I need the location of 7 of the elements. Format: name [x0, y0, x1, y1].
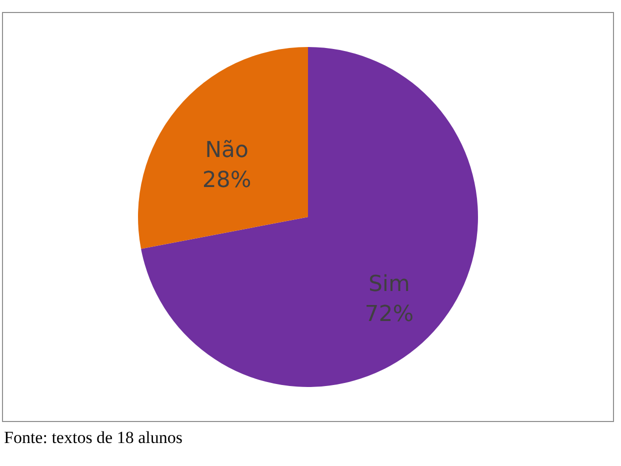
- pie-slice: [138, 47, 308, 249]
- slice-label: Não: [205, 138, 248, 163]
- data-label: 72%: [364, 302, 414, 328]
- data-label: 28%: [202, 168, 252, 193]
- slice-label: Sim: [368, 272, 410, 298]
- source-note: Fonte: textos de 18 alunos: [4, 428, 182, 448]
- pie-slice: [141, 47, 478, 387]
